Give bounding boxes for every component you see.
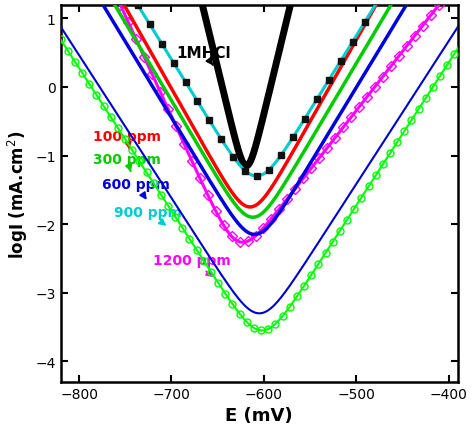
Text: 100 ppm: 100 ppm (93, 130, 161, 150)
Text: 600 ppm: 600 ppm (102, 178, 170, 199)
Text: 1MHCl: 1MHCl (176, 46, 231, 66)
Y-axis label: logI (mA.cm$^{2}$): logI (mA.cm$^{2}$) (6, 130, 30, 258)
Text: 900 ppm: 900 ppm (114, 206, 182, 225)
Text: 1200 ppm: 1200 ppm (153, 253, 231, 276)
Text: 300 ppm: 300 ppm (93, 153, 161, 172)
X-axis label: E (mV): E (mV) (226, 406, 293, 424)
